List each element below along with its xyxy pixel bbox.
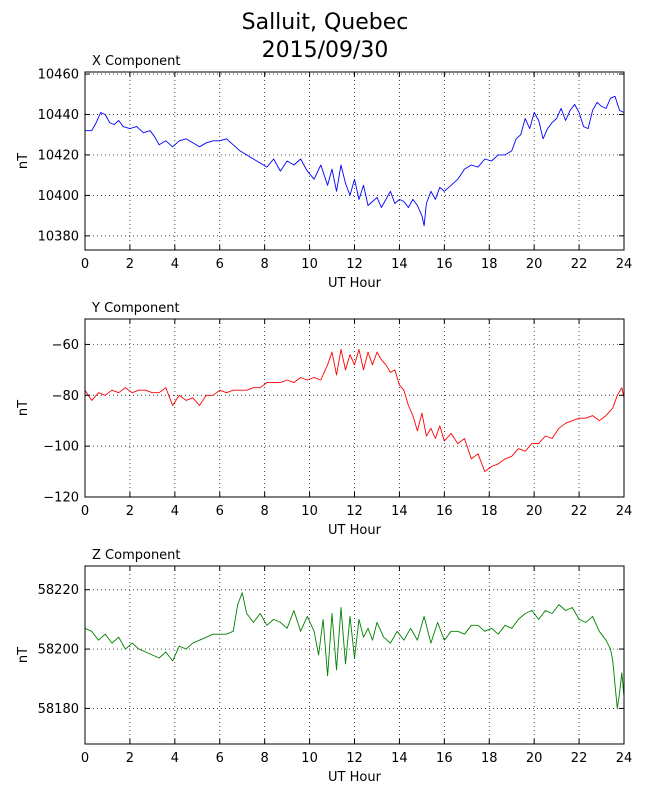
x-tick-label: 4 <box>171 257 179 272</box>
x-tick-label: 24 <box>616 257 633 272</box>
y-tick-label: 58220 <box>38 583 79 598</box>
x-tick-label: 24 <box>616 751 633 766</box>
x-tick-label: 8 <box>261 504 269 519</box>
x-tick-label: 14 <box>391 504 408 519</box>
x-tick-label: 6 <box>216 504 224 519</box>
y-component-series-line <box>84 349 625 473</box>
x-tick-label: 12 <box>346 504 363 519</box>
z-component-series-line <box>84 592 625 709</box>
x-axis-label: UT Hour <box>328 523 382 538</box>
x-tick-label: 4 <box>171 504 179 519</box>
x-tick-label: 0 <box>81 257 89 272</box>
panel-title: Y Component <box>91 301 180 316</box>
x-component-panel: 0 2 4 6 8 10 12 14 16 18 20 22 241038010400104201044… <box>16 54 632 291</box>
x-tick-label: 20 <box>526 504 543 519</box>
x-axis-label: UT Hour <box>328 770 382 785</box>
x-tick-label: 2 <box>126 504 134 519</box>
x-tick-label: 14 <box>391 257 408 272</box>
x-tick-label: 2 <box>126 751 134 766</box>
y-component-panel: 0 2 4 6 8 10 12 14 16 18 20 22 24−120−100−80−60Y Com… <box>16 301 632 538</box>
y-tick-label: 10440 <box>38 108 79 123</box>
x-tick-label: 10 <box>301 751 318 766</box>
y-axis-label: nT <box>16 153 31 169</box>
figure-subtitle: 2015/09/30 <box>261 38 389 63</box>
x-tick-label: 16 <box>436 257 453 272</box>
panel-title: Z Component <box>92 548 181 563</box>
y-tick-label: 10460 <box>38 68 79 83</box>
x-tick-label: 6 <box>216 751 224 766</box>
x-tick-label: 12 <box>346 257 363 272</box>
x-tick-label: 16 <box>436 504 453 519</box>
x-component-series-line <box>85 95 625 227</box>
y-tick-label: −80 <box>52 389 79 404</box>
y-axis-label: nT <box>16 647 31 663</box>
x-tick-label: 10 <box>301 257 318 272</box>
x-tick-label: 2 <box>126 257 134 272</box>
x-tick-label: 10 <box>301 504 318 519</box>
x-tick-label: 8 <box>261 257 269 272</box>
x-tick-label: 8 <box>261 751 269 766</box>
x-tick-label: 6 <box>216 257 224 272</box>
x-tick-label: 14 <box>391 751 408 766</box>
y-tick-label: 10380 <box>38 229 79 244</box>
y-tick-label: −100 <box>43 440 79 455</box>
x-tick-label: 16 <box>436 751 453 766</box>
x-tick-label: 22 <box>571 257 588 272</box>
x-tick-label: 22 <box>571 504 588 519</box>
x-tick-label: 4 <box>171 751 179 766</box>
panel-title: X Component <box>92 54 181 69</box>
x-axis-label: UT Hour <box>328 276 382 291</box>
x-tick-label: 20 <box>526 751 543 766</box>
x-tick-label: 18 <box>481 257 498 272</box>
y-tick-label: 58180 <box>38 702 79 717</box>
x-tick-label: 22 <box>571 751 588 766</box>
y-axis-label: nT <box>16 400 31 416</box>
x-tick-label: 12 <box>346 751 363 766</box>
x-tick-label: 0 <box>81 504 89 519</box>
y-tick-label: 10420 <box>38 148 79 163</box>
figure-title: Salluit, Quebec <box>241 10 409 35</box>
x-tick-label: 18 <box>481 751 498 766</box>
y-tick-label: −60 <box>52 338 79 353</box>
y-tick-label: −120 <box>43 491 79 506</box>
x-tick-label: 0 <box>81 751 89 766</box>
x-tick-label: 20 <box>526 257 543 272</box>
x-tick-label: 18 <box>481 504 498 519</box>
y-tick-label: 58200 <box>38 643 79 658</box>
y-tick-label: 10400 <box>38 189 79 204</box>
x-tick-label: 24 <box>616 504 633 519</box>
